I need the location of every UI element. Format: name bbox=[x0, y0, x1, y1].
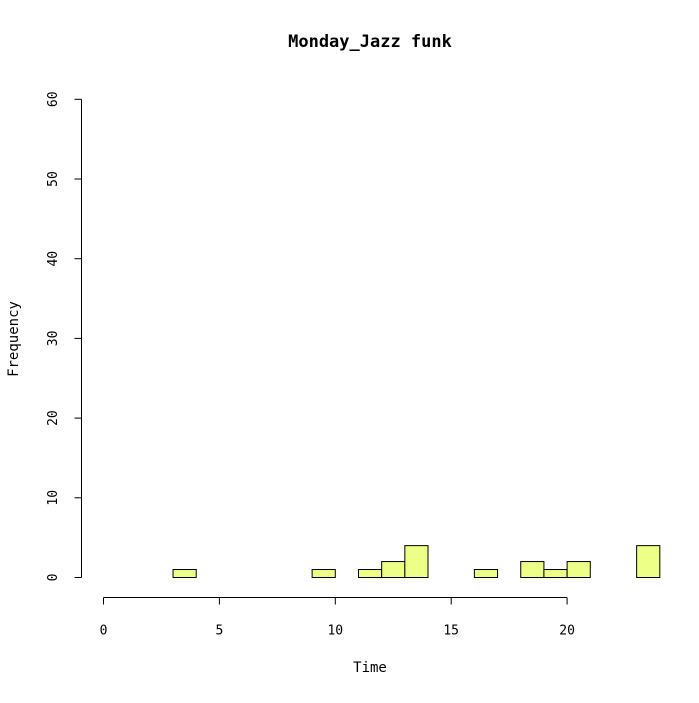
chart-title: Monday_Jazz funk bbox=[288, 32, 452, 52]
x-tick-label: 5 bbox=[215, 624, 223, 639]
x-tick-label: 10 bbox=[327, 624, 343, 639]
x-tick-label: 15 bbox=[443, 624, 459, 639]
y-tick-label: 0 bbox=[46, 574, 61, 582]
y-tick-label: 20 bbox=[46, 410, 61, 426]
y-tick-label: 30 bbox=[46, 331, 61, 347]
histogram-bar bbox=[566, 561, 591, 578]
histogram-bar bbox=[543, 569, 568, 579]
histogram-bar bbox=[357, 569, 383, 579]
x-tick-label: 0 bbox=[100, 624, 108, 639]
histogram-bar bbox=[381, 561, 406, 578]
histogram-bar bbox=[404, 545, 429, 578]
x-axis-label: Time bbox=[353, 660, 387, 676]
histogram-bar bbox=[172, 569, 197, 579]
histogram-bar bbox=[520, 561, 545, 578]
histogram-bar bbox=[473, 569, 499, 579]
y-axis: 0 10 20 30 40 50 60 bbox=[46, 91, 82, 581]
x-tick-label: 20 bbox=[559, 624, 575, 639]
y-axis-label: Frequency bbox=[6, 301, 22, 377]
x-axis: 0 5 10 15 20 bbox=[100, 597, 575, 639]
y-tick-label: 10 bbox=[46, 490, 61, 506]
y-tick-label: 60 bbox=[46, 91, 61, 107]
histogram-bar bbox=[311, 569, 336, 579]
y-tick-label: 40 bbox=[46, 251, 61, 267]
y-tick-label: 50 bbox=[46, 171, 61, 187]
histogram-bar bbox=[636, 545, 661, 578]
bars-group bbox=[172, 545, 661, 579]
